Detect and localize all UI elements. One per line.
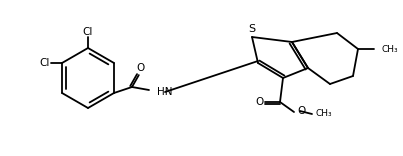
- Text: O: O: [256, 97, 264, 107]
- Text: O: O: [137, 63, 145, 73]
- Text: CH₃: CH₃: [316, 110, 332, 119]
- Text: O: O: [297, 106, 305, 116]
- Text: HN: HN: [157, 87, 172, 97]
- Text: Cl: Cl: [40, 58, 50, 68]
- Text: CH₃: CH₃: [381, 44, 398, 54]
- Text: Cl: Cl: [83, 27, 93, 37]
- Text: S: S: [248, 24, 256, 34]
